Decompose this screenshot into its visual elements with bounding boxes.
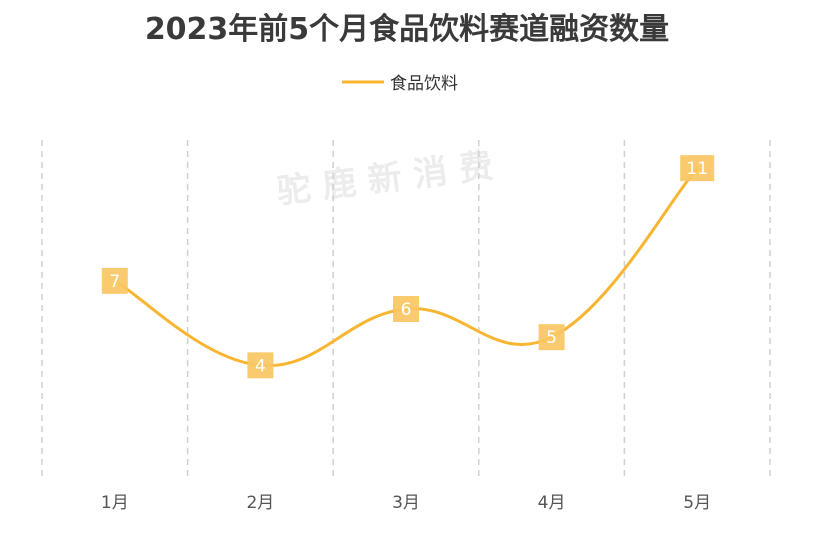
data-label: 4 [255,356,266,376]
data-point-marker [393,296,419,322]
series-line-food-beverage [114,167,699,368]
data-point-marker [538,324,565,351]
data-label: 6 [401,300,412,320]
data-label: 7 [109,272,120,292]
data-label: 5 [546,328,557,348]
data-point-marker [101,267,128,294]
data-point-marker [680,155,715,182]
x-tick-label: 1月 [101,493,129,513]
legend-label: 食品饮料 [390,74,458,94]
x-axis-ticks: 1月 2月 3月 4月 5月 [101,493,711,513]
data-label: 11 [686,159,708,179]
grid [41,140,771,478]
data-labels: 7 4 6 5 11 [101,155,715,379]
chart-title: 2023年前5个月食品饮料赛道融资数量 [145,12,669,47]
watermark: 驼 鹿 新 消 费 [275,146,496,212]
x-tick-label: 5月 [683,493,711,513]
x-tick-label: 4月 [538,493,566,513]
data-point-marker [247,352,274,379]
x-tick-label: 2月 [246,493,274,513]
legend: 食品饮料 [342,74,458,94]
x-tick-label: 3月 [392,493,420,513]
